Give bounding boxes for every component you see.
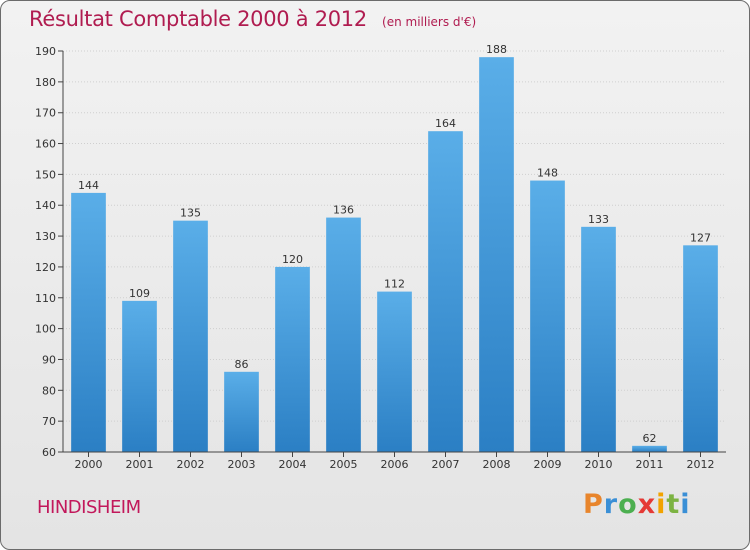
bar-value-label: 127 bbox=[690, 231, 711, 244]
y-tick-label: 70 bbox=[42, 415, 56, 428]
y-tick-label: 150 bbox=[35, 168, 56, 181]
x-tick-label: 2012 bbox=[687, 458, 715, 471]
bars: 144 109 135 86 120 136 112 164 188 148 133 62 127 bbox=[71, 43, 718, 453]
y-tick-label: 180 bbox=[35, 76, 56, 89]
x-tick-label: 2008 bbox=[483, 458, 511, 471]
y-tick-label: 120 bbox=[35, 261, 56, 274]
y-tick-label: 100 bbox=[35, 323, 56, 336]
bar bbox=[122, 300, 157, 452]
bar-value-label: 109 bbox=[129, 287, 150, 300]
bar bbox=[173, 220, 208, 452]
axes: 60 70 80 90 100 110 120 130 140 150 160 170 180 190 20… bbox=[35, 45, 726, 471]
y-tick-label: 140 bbox=[35, 199, 56, 212]
y-tick-label: 90 bbox=[42, 353, 56, 366]
bar bbox=[581, 226, 616, 452]
bar bbox=[224, 371, 259, 452]
bar bbox=[71, 192, 106, 452]
bar-value-label: 144 bbox=[78, 179, 99, 192]
bar-value-label: 133 bbox=[588, 213, 609, 226]
bar-value-label: 112 bbox=[384, 278, 405, 291]
bar-value-label: 135 bbox=[180, 207, 201, 220]
x-tick-label: 2011 bbox=[636, 458, 664, 471]
bar-value-label: 148 bbox=[537, 167, 558, 180]
bar-value-label: 62 bbox=[643, 432, 657, 445]
x-tick-label: 2009 bbox=[534, 458, 562, 471]
x-tick-label: 2001 bbox=[126, 458, 154, 471]
bar-value-label: 86 bbox=[235, 358, 249, 371]
bar-value-label: 136 bbox=[333, 204, 354, 217]
bar bbox=[683, 245, 718, 452]
logo-letter: P bbox=[583, 489, 604, 520]
logo-letter: t bbox=[666, 489, 681, 520]
logo-letter: i bbox=[680, 489, 691, 520]
bar bbox=[530, 180, 565, 453]
logo-letter: i bbox=[656, 489, 667, 520]
x-tick-label: 2005 bbox=[330, 458, 358, 471]
proxiti-logo: Proxiti bbox=[583, 489, 691, 520]
x-tick-label: 2002 bbox=[177, 458, 205, 471]
bar bbox=[326, 217, 361, 452]
bar-value-label: 164 bbox=[435, 117, 456, 130]
bar bbox=[377, 291, 412, 452]
bar-value-label: 188 bbox=[486, 43, 507, 56]
y-tick-label: 170 bbox=[35, 107, 56, 120]
y-tick-label: 80 bbox=[42, 384, 56, 397]
chart-title: Résultat Comptable 2000 à 2012 bbox=[29, 7, 367, 31]
bar bbox=[479, 57, 514, 453]
bar bbox=[275, 266, 310, 452]
x-tick-label: 2000 bbox=[75, 458, 103, 471]
logo-letter: o bbox=[618, 489, 638, 520]
chart-header: Résultat Comptable 2000 à 2012 (en milli… bbox=[29, 7, 476, 31]
x-tick-label: 2010 bbox=[585, 458, 613, 471]
x-tick-label: 2006 bbox=[381, 458, 409, 471]
y-tick-label: 130 bbox=[35, 230, 56, 243]
y-tick-label: 190 bbox=[35, 45, 56, 58]
y-tick-label: 160 bbox=[35, 138, 56, 151]
logo-letter: r bbox=[603, 489, 619, 520]
x-tick-label: 2003 bbox=[228, 458, 256, 471]
city-name: HINDISHEIM bbox=[37, 497, 141, 518]
bar bbox=[632, 445, 667, 452]
bar-value-label: 120 bbox=[282, 253, 303, 266]
y-tick-label: 60 bbox=[42, 446, 56, 459]
x-tick-label: 2004 bbox=[279, 458, 307, 471]
x-tick-label: 2007 bbox=[432, 458, 460, 471]
chart-subtitle: (en milliers d'€) bbox=[382, 15, 477, 29]
y-tick-label: 110 bbox=[35, 292, 56, 305]
logo-letter: x bbox=[637, 489, 657, 520]
bar bbox=[428, 131, 463, 452]
